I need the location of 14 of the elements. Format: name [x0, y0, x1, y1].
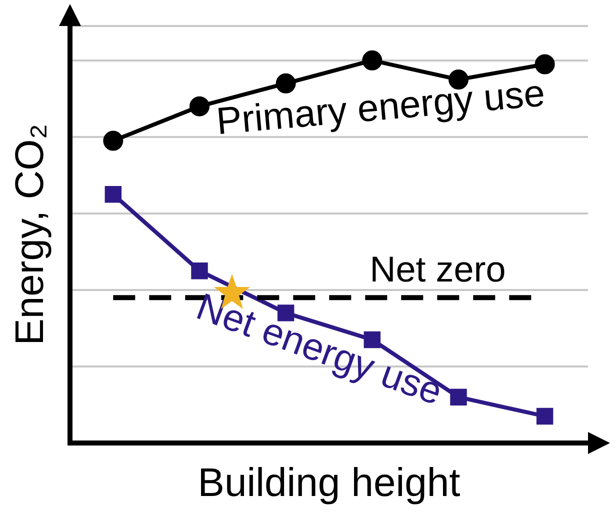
x-axis-title: Building height [198, 461, 460, 506]
point [448, 70, 468, 90]
point [450, 388, 467, 406]
point [276, 73, 296, 94]
point [103, 130, 124, 151]
point [191, 262, 208, 280]
point [534, 54, 555, 74]
point [362, 50, 382, 70]
point [190, 96, 210, 116]
point [277, 304, 294, 322]
series-label: Primary energy use [214, 72, 547, 144]
point [536, 408, 554, 425]
point [104, 186, 122, 203]
y-axis-title: Energy, CO₂ [8, 124, 52, 346]
